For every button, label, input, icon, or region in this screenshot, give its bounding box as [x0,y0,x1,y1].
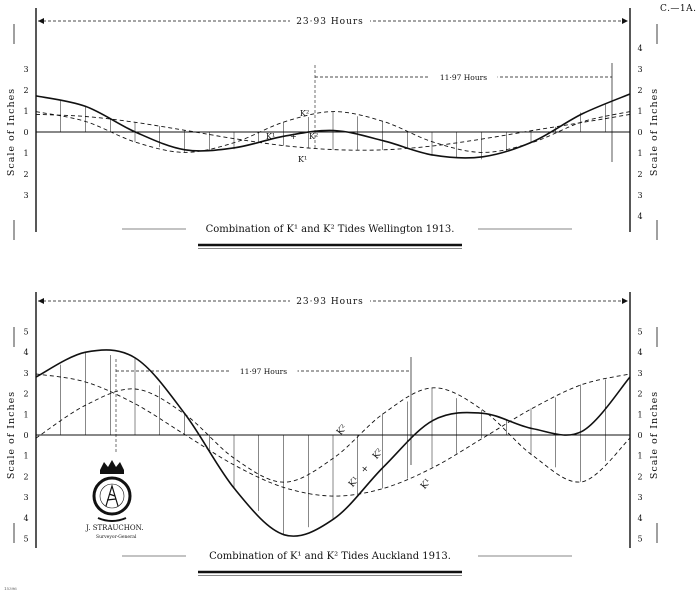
crown-icon [100,460,124,470]
half-period-label: 11·97 Hours [240,367,287,376]
right-tick-label: 5 [637,328,642,337]
left-tick-label: 2 [23,390,28,399]
k2-curve [35,111,631,153]
half-period-label-bg [229,365,298,377]
right-tick-label: 1 [637,410,642,419]
left-tick-label: 1 [23,452,28,461]
right-tick-label: 2 [637,170,642,179]
sum-label-k2: K² [309,132,318,141]
left-tick-label: 2 [23,472,28,481]
chart-title: Combination of K¹ and K² Tides Auckland … [209,551,451,562]
half-period-label-bg [429,71,498,83]
left-tick-label: 1 [23,149,28,158]
left-tick-label: 2 [23,86,28,95]
right-tick-label: 3 [637,191,642,200]
left-tick-label: 5 [23,535,28,544]
print-reference: 15396 [4,586,17,591]
right-tick-label: 4 [637,44,642,53]
left-tick-label: 2 [23,170,28,179]
sum-label-k1: K¹ [347,475,361,489]
chart-title: Combination of K¹ and K² Tides Wellingto… [206,224,455,235]
seal-name: J. STRAUCHON. [85,524,144,532]
sum-label-plus: + [359,463,372,475]
right-tick-label: 2 [637,390,642,399]
period-arrow-left [38,298,44,304]
k1-curve-label: K¹ [419,477,433,491]
right-axis-title: Scale of Inches [649,391,660,479]
left-tick-label: 3 [23,369,28,378]
left-tick-label: 0 [23,128,28,137]
right-tick-label: 4 [637,514,642,523]
right-tick-label: 3 [637,369,642,378]
right-axis-title: Scale of Inches [649,88,660,176]
seal-title: Surveyor-General [96,534,137,540]
right-tick-label: 2 [637,86,642,95]
crown-base [100,470,124,474]
left-axis-title: Scale of Inches [6,391,17,479]
left-tick-label: 0 [23,431,28,440]
seal-ribbon [97,517,127,522]
right-tick-label: 3 [637,493,642,502]
seal-ring [92,476,132,516]
period-arrow-left [38,18,44,24]
right-tick-label: 3 [637,65,642,74]
left-tick-label: 4 [23,514,28,523]
seal-emblem-icon [105,483,119,507]
sum-label-plus: + [290,132,297,141]
k1-curve-label: K¹ [298,155,307,164]
period-label: 23·93 Hours [296,17,364,27]
k1-curve [35,113,631,151]
chart-2: 5 4 3 2 1 0 1 2 3 4 5 5 4 3 2 1 0 1 2 3 4 5 Scale of Inches Sca… [6,292,660,576]
left-tick-label: 3 [23,191,28,200]
page-reference: C.—1A. [660,4,697,14]
right-tick-label: 0 [637,431,642,440]
right-tick-label: 5 [637,535,642,544]
period-label-bg [290,15,370,27]
right-tick-label: 1 [637,149,642,158]
k2-curve-label: K² [300,109,309,118]
survey-seal [92,460,132,522]
period-arrow-right [622,298,628,304]
left-tick-label: 4 [23,348,28,357]
k1-curve [35,373,631,497]
k2-curve [35,387,631,483]
left-axis-title: Scale of Inches [6,88,17,176]
left-tick-label: 5 [23,328,28,337]
period-label-bg [290,295,370,307]
left-tick-label: 3 [23,65,28,74]
right-tick-label: 4 [637,348,642,357]
half-period-label: 11·97 Hours [440,73,487,82]
sum-curve [35,349,631,537]
period-label: 23·93 Hours [296,297,364,307]
left-tick-label: 3 [23,493,28,502]
right-tick-label: 0 [637,128,642,137]
right-tick-label: 2 [637,472,642,481]
right-tick-label: 1 [637,107,642,116]
chart-1: 3 2 1 0 1 2 3 4 3 2 1 0 1 2 3 4 Scale of Inches Scale of … [6,8,660,249]
right-tick-label: 4 [637,212,642,221]
period-arrow-right [622,18,628,24]
sum-label-k2: K² [371,447,386,462]
right-tick-label: 1 [637,452,642,461]
left-tick-label: 1 [23,410,28,419]
sum-label-k1: K¹ [266,132,275,141]
left-tick-label: 1 [23,107,28,116]
sum-curve [35,93,631,159]
